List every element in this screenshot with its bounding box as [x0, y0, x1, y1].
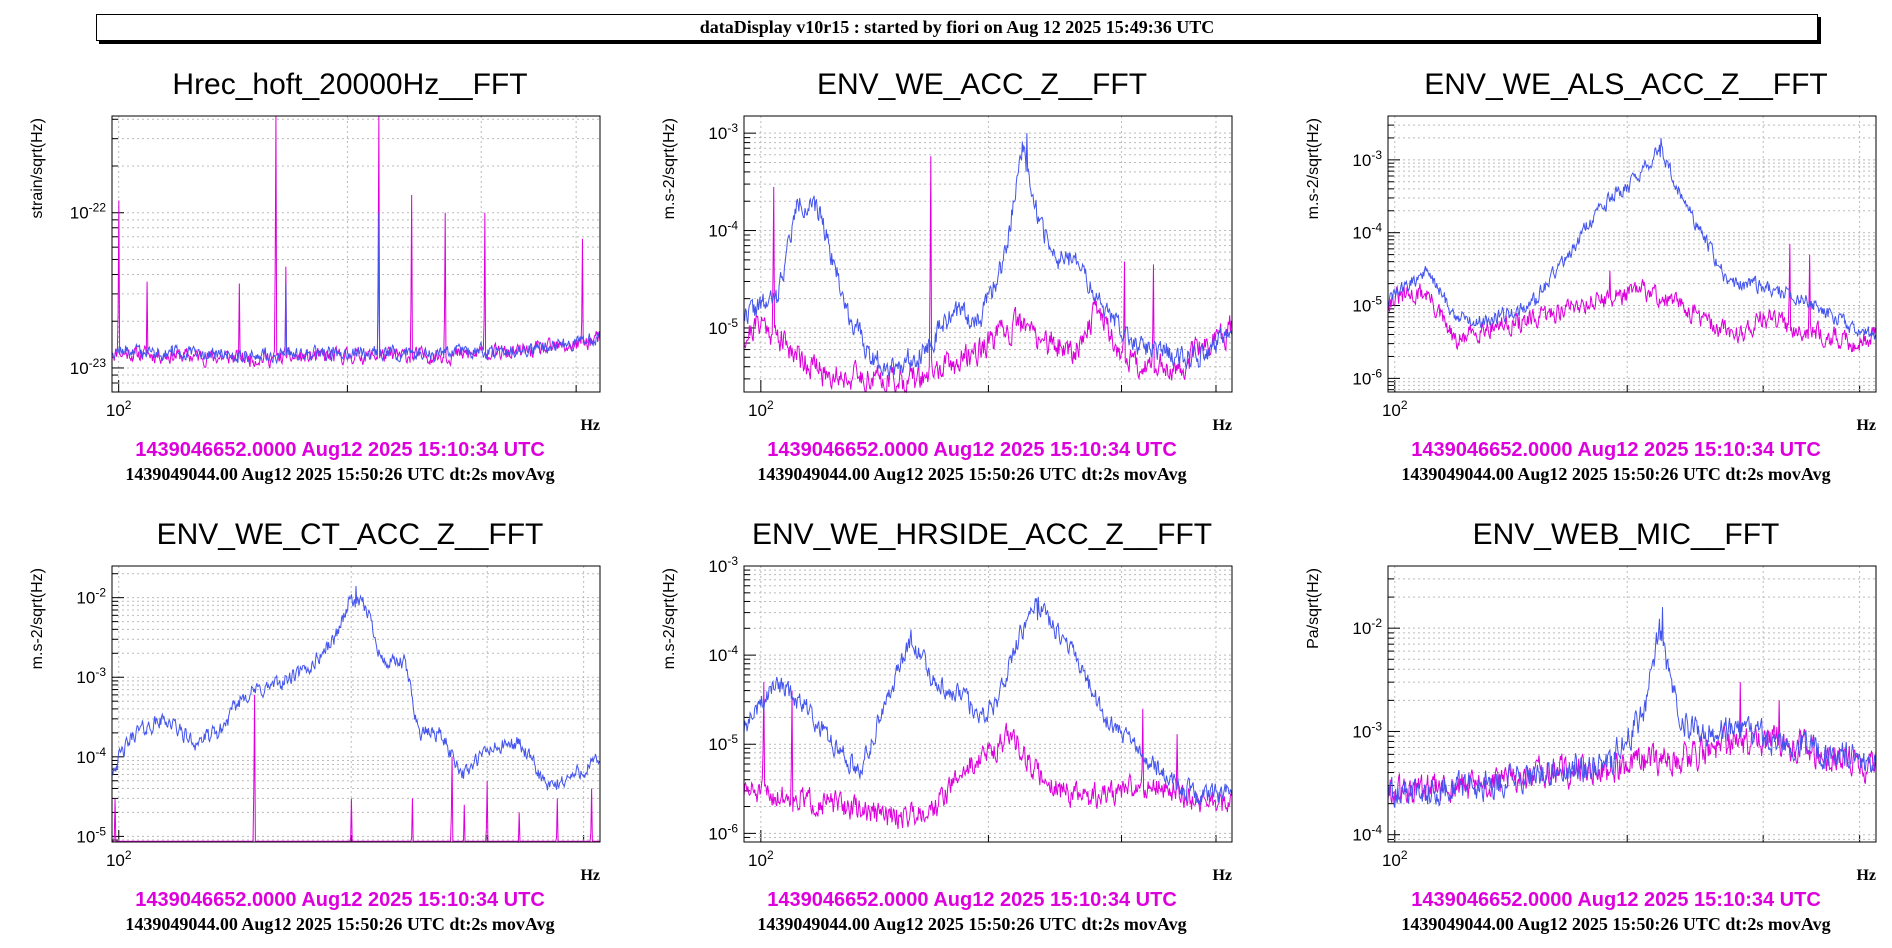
- plot-area: [112, 566, 600, 842]
- y-tick-label: 10-3: [708, 554, 738, 576]
- current-trace: [111, 586, 601, 791]
- reference-timestamp: 1439046652.0000 Aug12 2025 15:10:34 UTC: [1411, 889, 1821, 911]
- current-timestamp: 1439049044.00 Aug12 2025 15:50:26 UTC dt…: [1401, 914, 1830, 934]
- y-tick-label: 10-22: [70, 201, 107, 223]
- x-axis-label: Hz: [1856, 867, 1876, 884]
- y-tick-label: 10-2: [1352, 616, 1382, 638]
- plot-area: [1388, 116, 1876, 392]
- reference-timestamp: 1439046652.0000 Aug12 2025 15:10:34 UTC: [767, 889, 1177, 911]
- chart-title: Hrec_hoft_20000Hz__FFT: [172, 68, 527, 101]
- y-tick-label: 10-5: [708, 316, 738, 338]
- current-trace: [743, 596, 1233, 806]
- y-tick-label: 10-3: [1352, 719, 1382, 741]
- x-tick-label: 102: [748, 848, 774, 870]
- current-trace: [743, 133, 1233, 377]
- y-tick-label: 10-4: [708, 643, 738, 665]
- plot-frame: [111, 115, 601, 393]
- x-axis-label: Hz: [580, 417, 600, 434]
- y-tick-label: 10-4: [1352, 221, 1382, 243]
- chart-title: ENV_WEB_MIC__FFT: [1473, 518, 1780, 551]
- y-tick-label: 10-4: [76, 745, 106, 767]
- x-tick-label: 102: [748, 398, 774, 420]
- y-tick-label: 10-5: [76, 824, 106, 846]
- plot-area: [1388, 566, 1876, 842]
- chart-title: ENV_WE_CT_ACC_Z__FFT: [157, 518, 544, 551]
- reference-timestamp: 1439046652.0000 Aug12 2025 15:10:34 UTC: [767, 439, 1177, 461]
- current-timestamp: 1439049044.00 Aug12 2025 15:50:26 UTC dt…: [757, 464, 1186, 484]
- y-tick-label: 10-3: [76, 665, 106, 687]
- chart-title: ENV_WE_HRSIDE_ACC_Z__FFT: [752, 518, 1212, 551]
- current-trace: [1387, 607, 1877, 808]
- y-tick-label: 10-5: [1352, 294, 1382, 316]
- x-tick-label: 102: [1382, 398, 1408, 420]
- x-tick-label: 102: [1382, 848, 1408, 870]
- current-trace: [1387, 137, 1877, 340]
- reference-timestamp: 1439046652.0000 Aug12 2025 15:10:34 UTC: [135, 439, 545, 461]
- chart-title: ENV_WE_ACC_Z__FFT: [817, 68, 1147, 101]
- reference-timestamp: 1439046652.0000 Aug12 2025 15:10:34 UTC: [135, 889, 545, 911]
- y-axis-label: Pa/sqrt(Hz): [1305, 568, 1322, 649]
- fft-panel-1: 102 10-23 10-22 Hrec_hoft_20000Hz__FFTstrai…: [29, 68, 601, 484]
- current-timestamp: 1439049044.00 Aug12 2025 15:50:26 UTC dt…: [125, 914, 554, 934]
- y-tick-label: 10-6: [708, 821, 738, 843]
- y-axis-label: strain/sqrt(Hz): [29, 118, 46, 218]
- x-axis-label: Hz: [580, 867, 600, 884]
- reference-trace: [112, 694, 600, 844]
- x-tick-label: 102: [106, 848, 132, 870]
- reference-trace: [743, 156, 1233, 394]
- reference-trace: [743, 681, 1233, 830]
- current-timestamp: 1439049044.00 Aug12 2025 15:50:26 UTC dt…: [125, 464, 554, 484]
- fft-panel-5: 102 10-6 10-5 10-4 10-3 ENV_WE_HRSIDE_ACC_Z__…: [661, 518, 1233, 934]
- x-axis-label: Hz: [1212, 417, 1232, 434]
- x-axis-label: Hz: [1856, 417, 1876, 434]
- y-tick-label: 10-6: [1352, 366, 1382, 388]
- plot-frame: [111, 565, 601, 843]
- fft-panel-2: 102 10-5 10-4 10-3 ENV_WE_ACC_Z__FFT m.s-2/sq…: [661, 68, 1233, 484]
- y-tick-label: 10-5: [708, 732, 738, 754]
- x-axis-label: Hz: [1212, 867, 1232, 884]
- plot-frame: [1387, 115, 1877, 393]
- y-axis-label: m.s-2/sqrt(Hz): [29, 568, 46, 669]
- y-tick-label: 10-3: [1352, 148, 1382, 170]
- y-axis-label: m.s-2/sqrt(Hz): [661, 118, 678, 219]
- plot-frame: [1387, 565, 1877, 843]
- reference-timestamp: 1439046652.0000 Aug12 2025 15:10:34 UTC: [1411, 439, 1821, 461]
- plot-frame: [743, 565, 1233, 843]
- y-tick-label: 10-23: [70, 356, 107, 378]
- y-axis-label: m.s-2/sqrt(Hz): [661, 568, 678, 669]
- plot-frame: [743, 115, 1233, 393]
- x-tick-label: 102: [106, 398, 132, 420]
- chart-title: ENV_WE_ALS_ACC_Z__FFT: [1424, 68, 1827, 101]
- current-trace: [111, 212, 601, 365]
- y-axis-label: m.s-2/sqrt(Hz): [1305, 118, 1322, 219]
- reference-trace: [1387, 243, 1877, 353]
- display-header: dataDisplay v10r15 : started by fiori on…: [96, 14, 1818, 41]
- current-timestamp: 1439049044.00 Aug12 2025 15:50:26 UTC dt…: [757, 914, 1186, 934]
- y-tick-label: 10-4: [708, 219, 738, 241]
- current-timestamp: 1439049044.00 Aug12 2025 15:50:26 UTC dt…: [1401, 464, 1830, 484]
- y-tick-label: 10-3: [708, 121, 738, 143]
- y-tick-label: 10-2: [76, 586, 106, 608]
- y-tick-label: 10-4: [1352, 823, 1382, 845]
